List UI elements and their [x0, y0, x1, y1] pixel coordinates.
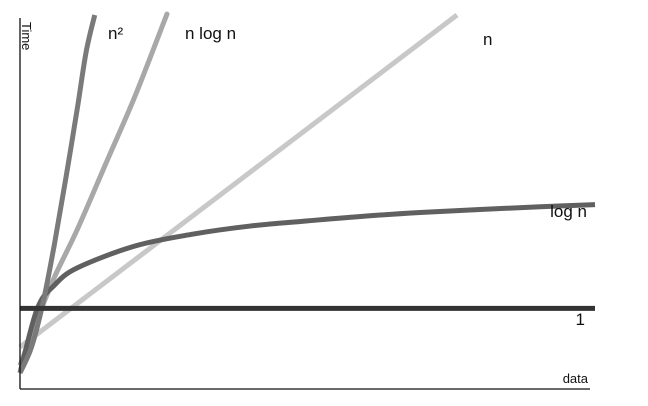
series-line-n2: [17, 14, 98, 374]
series-label-log-n: log n: [550, 202, 587, 221]
series-line-log-n: [17, 202, 596, 374]
series-labels-group: 1 log n n n log n n²: [108, 24, 587, 329]
series-label-1: 1: [576, 310, 585, 329]
series-label-n: n: [483, 30, 492, 49]
series-label-n2: n²: [108, 24, 123, 43]
series-group: [17, 11, 596, 374]
series-line-n: [18, 13, 459, 350]
y-axis-title: Time: [19, 22, 34, 50]
series-label-n-log-n: n log n: [185, 24, 236, 43]
x-axis-title: data: [563, 371, 589, 386]
